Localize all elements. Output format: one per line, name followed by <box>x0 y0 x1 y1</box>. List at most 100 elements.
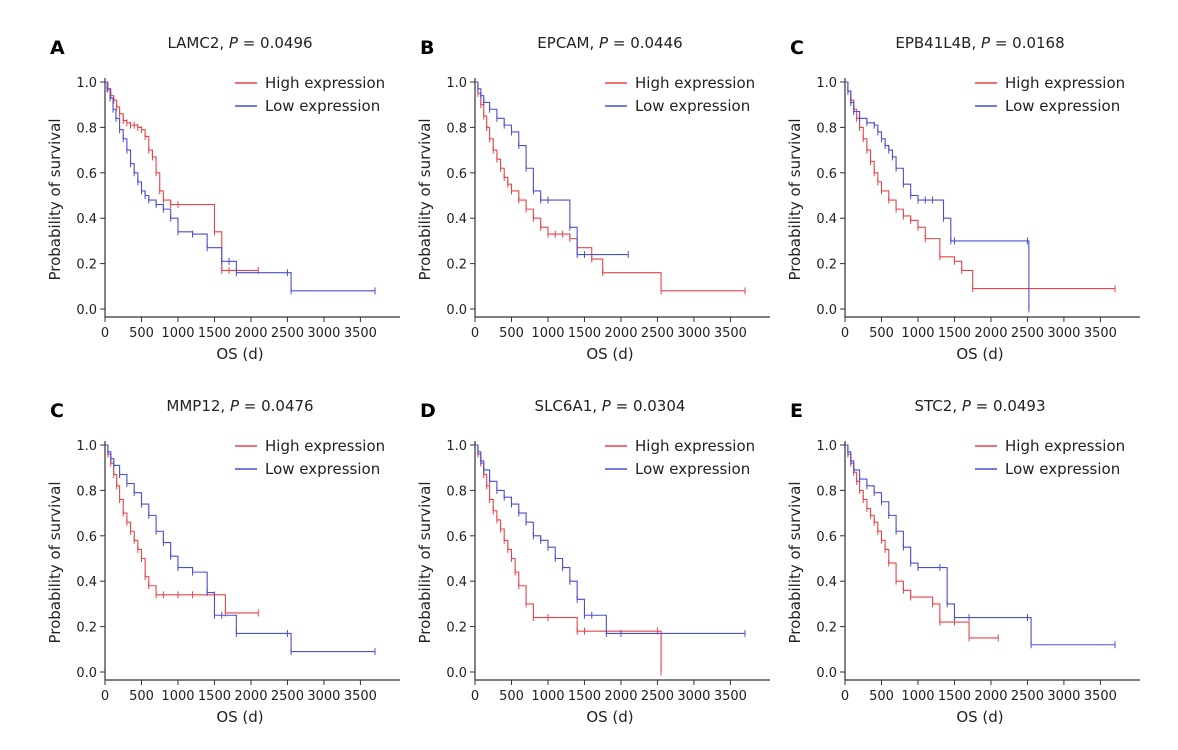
chart-panel-3: C EPB41L4B, P = 0.0168 0.0 0.2 0.4 0.6 0.8 1.0 0… <box>786 34 1140 363</box>
survival-curve-high <box>845 444 999 639</box>
x-tick-label: 3000 <box>677 689 710 704</box>
chart-title: EPCAM, P = 0.0446 <box>537 34 682 52</box>
chart-panel-6: E STC2, P = 0.0493 0.0 0.2 0.4 0.6 0.8 1.0 0 500 1… <box>786 397 1140 726</box>
y-tick-label: 0.8 <box>816 121 837 136</box>
legend-label: High expression <box>265 74 385 92</box>
y-axis-label: Probability of survival <box>416 481 434 643</box>
y-tick-label: 0.8 <box>76 121 97 136</box>
x-tick-label: 2000 <box>974 326 1007 341</box>
y-tick-label: 0.8 <box>446 484 467 499</box>
y-tick-label: 0.2 <box>446 258 467 273</box>
x-tick-label: 1500 <box>568 326 601 341</box>
y-tick-label: 0.0 <box>76 303 97 318</box>
x-tick-label: 1000 <box>161 326 194 341</box>
y-tick-label: 0.4 <box>446 212 467 227</box>
x-tick-label: 500 <box>869 689 894 704</box>
title-gene: MMP12, <box>166 397 230 415</box>
y-tick-label: 0.0 <box>76 666 97 681</box>
x-tick-label: 3500 <box>714 689 747 704</box>
x-tick-label: 1000 <box>161 689 194 704</box>
x-tick-label: 0 <box>841 326 849 341</box>
legend-label: Low expression <box>635 460 750 478</box>
title-p-symbol: P <box>230 397 240 415</box>
chart-title: SLC6A1, P = 0.0304 <box>535 397 686 415</box>
chart-title: LAMC2, P = 0.0496 <box>167 34 312 52</box>
y-tick-label: 0.2 <box>816 621 837 636</box>
title-p-value: = 0.0168 <box>990 34 1065 52</box>
x-tick-label: 1500 <box>938 326 971 341</box>
x-tick-label: 3500 <box>344 689 377 704</box>
y-tick-label: 0.2 <box>76 621 97 636</box>
x-axis-label: OS (d) <box>586 708 633 726</box>
panel-letter: C <box>50 400 64 422</box>
chart-panel-1: A LAMC2, P = 0.0496 0.0 0.2 0.4 0.6 0.8 1.0 0 500… <box>46 34 400 363</box>
x-tick-label: 2000 <box>604 326 637 341</box>
x-tick-label: 1000 <box>531 326 564 341</box>
survival-curve-low <box>475 81 629 256</box>
x-axis-label: OS (d) <box>956 708 1003 726</box>
x-tick-label: 1500 <box>568 689 601 704</box>
title-gene: STC2, <box>915 397 962 415</box>
legend-label: High expression <box>1005 74 1125 92</box>
y-tick-label: 1.0 <box>816 76 837 91</box>
legend-label: Low expression <box>1005 460 1120 478</box>
x-tick-label: 2500 <box>641 326 674 341</box>
y-tick-label: 0.6 <box>446 167 467 182</box>
x-tick-label: 500 <box>499 326 524 341</box>
panel-letter: D <box>420 400 436 422</box>
y-tick-label: 0.4 <box>446 575 467 590</box>
x-tick-label: 500 <box>869 326 894 341</box>
x-tick-label: 2500 <box>1011 689 1044 704</box>
title-p-value: = 0.0476 <box>239 397 314 415</box>
y-tick-label: 0.6 <box>816 167 837 182</box>
title-p-symbol: P <box>981 34 991 52</box>
survival-curve-low <box>105 444 375 653</box>
panel-letter: B <box>420 37 434 59</box>
y-tick-label: 0.0 <box>816 666 837 681</box>
title-p-symbol: P <box>599 34 609 52</box>
y-tick-label: 0.6 <box>816 530 837 545</box>
x-tick-label: 3000 <box>307 326 340 341</box>
survival-curve-high <box>105 444 259 614</box>
chart-title: STC2, P = 0.0493 <box>915 397 1046 415</box>
y-axis-label: Probability of survival <box>786 481 804 643</box>
title-p-value: = 0.0304 <box>611 397 686 415</box>
y-tick-label: 0.6 <box>76 167 97 182</box>
x-axis-label: OS (d) <box>956 345 1003 363</box>
y-tick-label: 0.0 <box>816 303 837 318</box>
y-axis-label: Probability of survival <box>46 481 64 643</box>
legend-label: High expression <box>1005 437 1125 455</box>
y-tick-label: 1.0 <box>76 76 97 91</box>
survival-curve-low <box>845 81 1030 309</box>
x-tick-label: 3000 <box>677 326 710 341</box>
legend-label: High expression <box>635 74 755 92</box>
x-tick-label: 3000 <box>1047 689 1080 704</box>
x-tick-label: 3500 <box>1084 326 1117 341</box>
y-tick-label: 0.0 <box>446 666 467 681</box>
y-tick-label: 0.2 <box>816 258 837 273</box>
y-tick-label: 1.0 <box>816 439 837 454</box>
survival-curve-high <box>105 81 259 271</box>
title-gene: SLC6A1, <box>535 397 602 415</box>
y-axis-label: Probability of survival <box>416 118 434 280</box>
x-tick-label: 500 <box>129 326 154 341</box>
x-tick-label: 500 <box>499 689 524 704</box>
y-tick-label: 1.0 <box>446 76 467 91</box>
x-tick-label: 2500 <box>641 689 674 704</box>
x-tick-label: 1500 <box>198 326 231 341</box>
survival-curve-low <box>475 444 745 634</box>
legend-label: High expression <box>635 437 755 455</box>
y-axis-label: Probability of survival <box>46 118 64 280</box>
panel-letter: A <box>50 37 65 59</box>
x-tick-label: 3000 <box>1047 326 1080 341</box>
title-p-value: = 0.0493 <box>971 397 1046 415</box>
x-tick-label: 1000 <box>531 689 564 704</box>
x-tick-label: 3500 <box>1084 689 1117 704</box>
survival-curve-high <box>475 444 662 672</box>
x-axis-label: OS (d) <box>586 345 633 363</box>
y-axis-label: Probability of survival <box>786 118 804 280</box>
y-tick-label: 0.2 <box>446 621 467 636</box>
x-axis-label: OS (d) <box>216 708 263 726</box>
